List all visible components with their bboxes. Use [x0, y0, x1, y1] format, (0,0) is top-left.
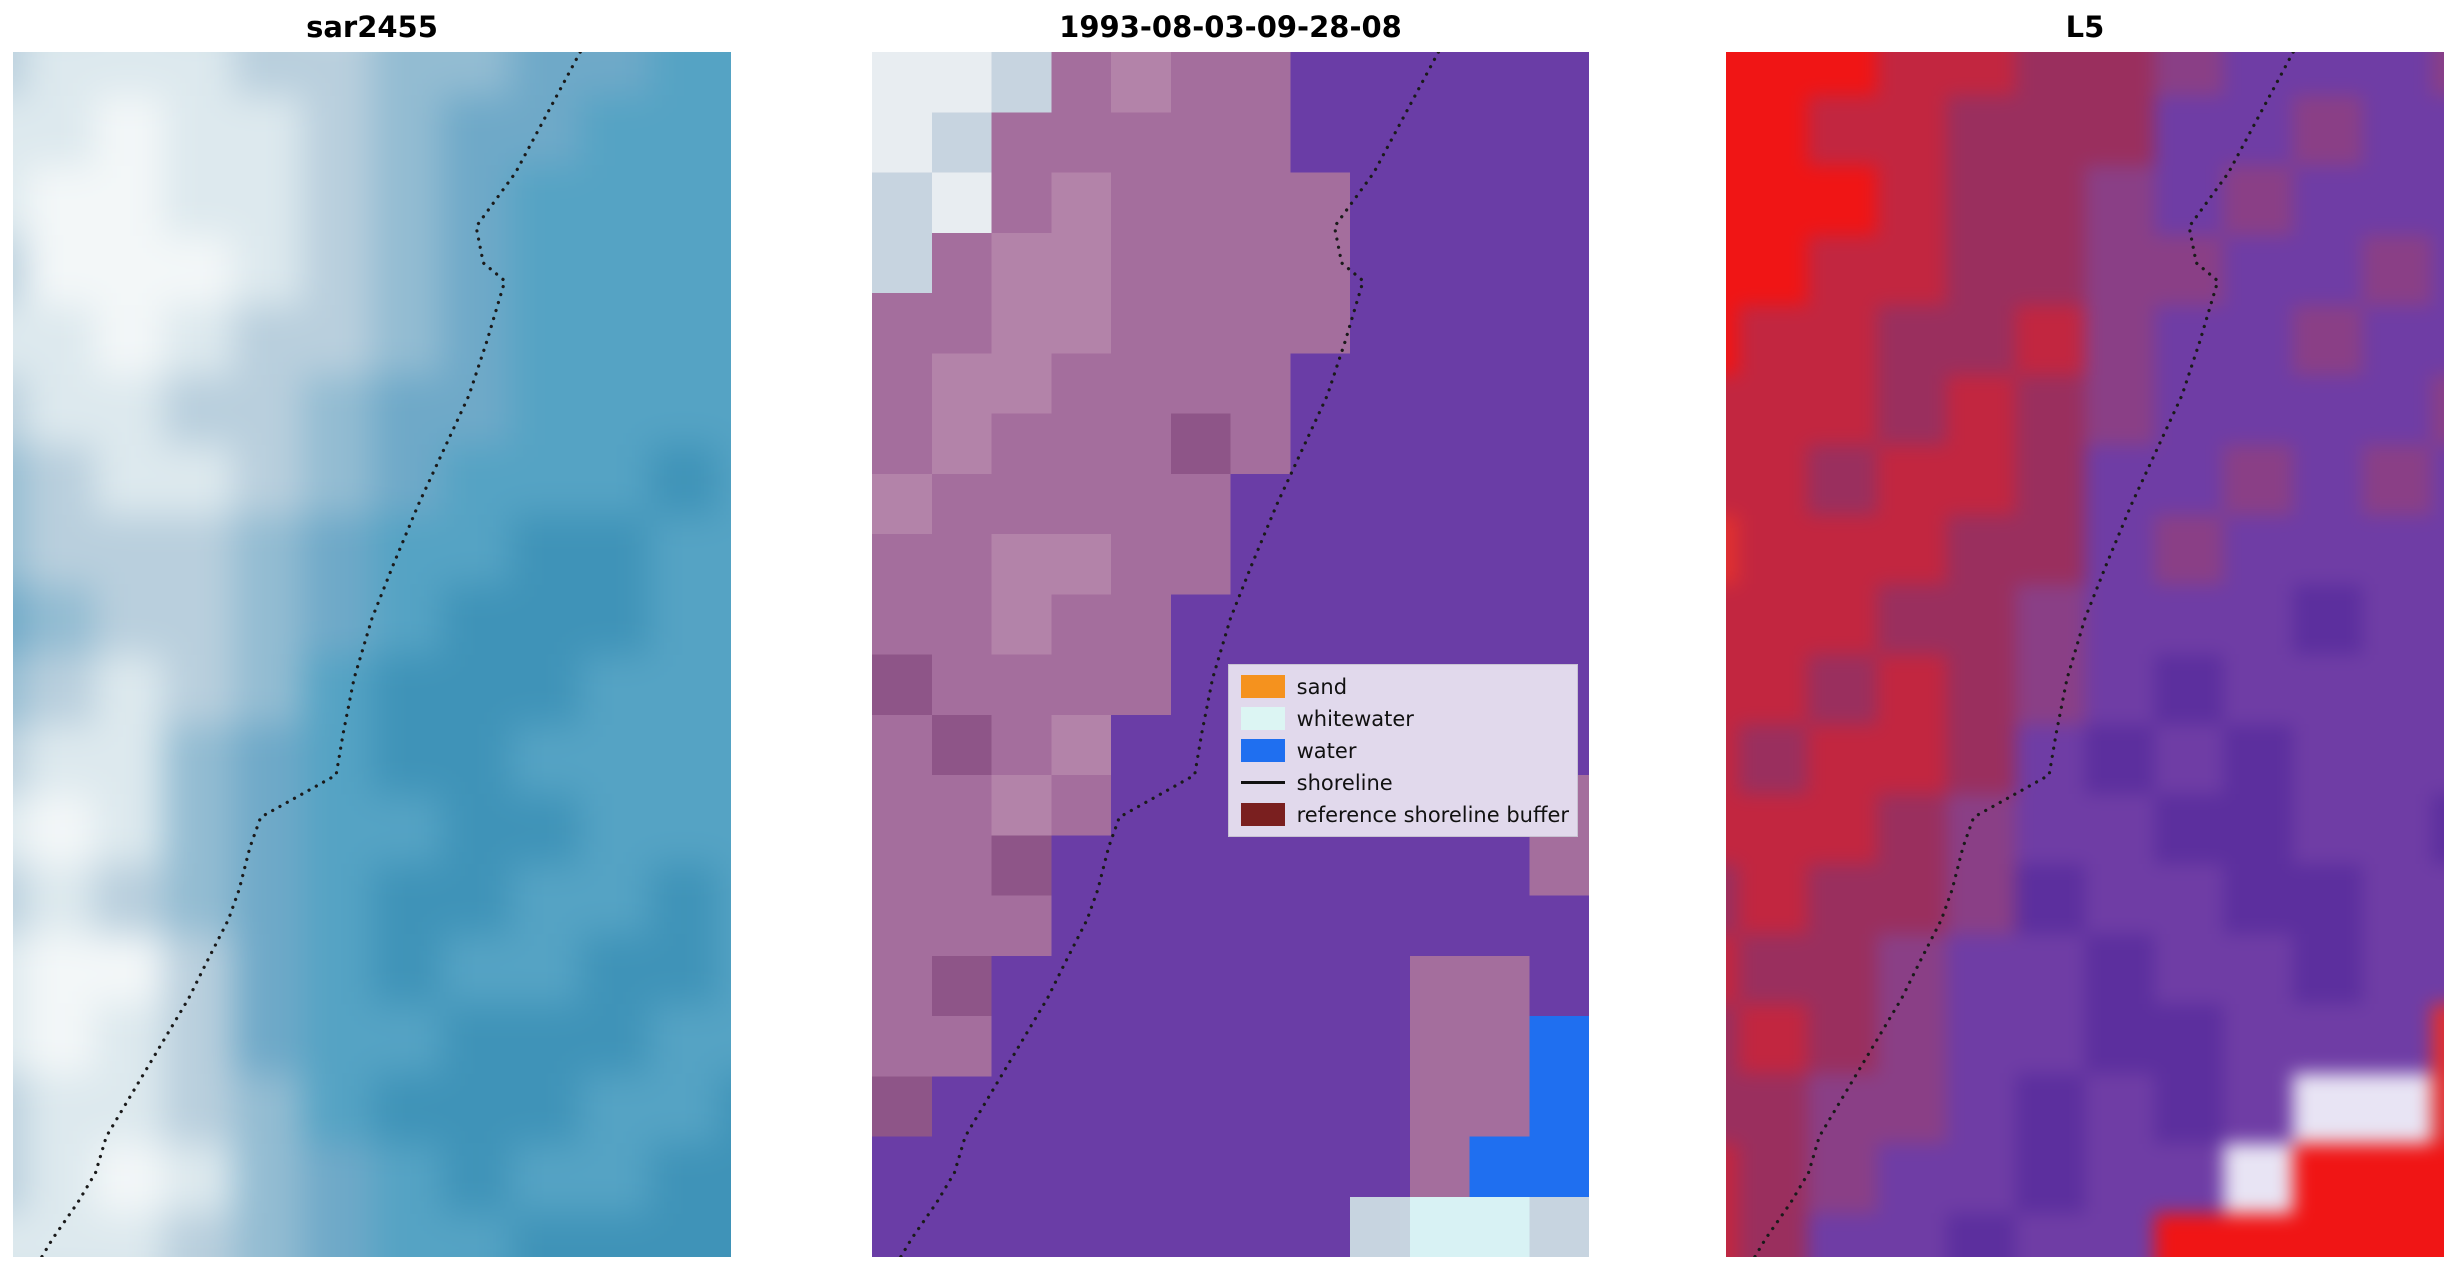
legend-label: sand — [1296, 674, 1348, 699]
legend-item-whitewater: whitewater — [1240, 706, 1565, 731]
landsat5-image-canvas — [1726, 52, 2444, 1257]
whitewater-swatch-icon — [1240, 707, 1285, 731]
panel-landsat5-image — [1726, 52, 2444, 1257]
shoreline-line-icon — [1240, 781, 1285, 785]
legend-item-shoreline: shoreline — [1240, 770, 1565, 795]
legend-label: shoreline — [1296, 770, 1393, 795]
panel-title-date: 1993-08-03-09-28-08 — [1059, 10, 1402, 44]
panel-title-l5: L5 — [2065, 10, 2105, 44]
legend-label: reference shoreline buffer — [1296, 802, 1569, 827]
legend-label: whitewater — [1296, 706, 1414, 731]
legend-label: water — [1296, 738, 1357, 763]
classified-image-canvas — [872, 52, 1589, 1257]
classification-legend: sand whitewater water shoreline referenc… — [1227, 664, 1578, 838]
legend-item-reference-buffer: reference shoreline buffer — [1240, 802, 1569, 827]
reference-buffer-swatch-icon — [1240, 803, 1285, 827]
legend-item-water: water — [1240, 738, 1565, 763]
panel-sar-image — [13, 52, 731, 1257]
legend-item-sand: sand — [1240, 674, 1565, 699]
sand-swatch-icon — [1240, 675, 1285, 699]
sar-image-canvas — [13, 52, 731, 1257]
panel-title-sar2455: sar2455 — [306, 10, 438, 44]
water-swatch-icon — [1240, 739, 1285, 763]
panel-classified-image: sand whitewater water shoreline referenc… — [872, 52, 1589, 1257]
